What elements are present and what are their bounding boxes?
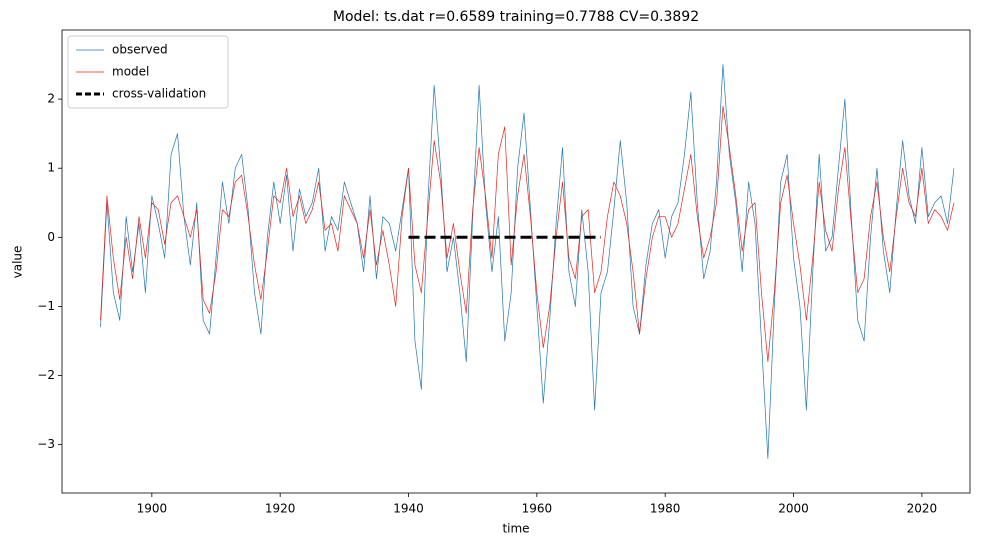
plot-frame	[61, 29, 971, 494]
y-tick-label: 0	[47, 230, 55, 244]
y-tick-label: −3	[37, 437, 55, 451]
x-tick-label: 1920	[265, 502, 296, 516]
x-tick-label: 1900	[137, 502, 168, 516]
y-tick-label: −2	[37, 368, 55, 382]
x-tick-label: 2000	[778, 502, 809, 516]
chart-title: Model: ts.dat r=0.6589 training=0.7788 C…	[333, 9, 699, 25]
x-tick-label: 2020	[907, 502, 938, 516]
y-axis-label: value	[11, 246, 25, 279]
y-tick-label: 2	[47, 92, 55, 106]
y-tick-label: 1	[47, 161, 55, 175]
series-line	[100, 64, 955, 459]
x-tick-label: 1960	[522, 502, 553, 516]
legend-label: observed	[112, 43, 168, 57]
legend-label: model	[112, 65, 149, 79]
legend-box	[67, 35, 229, 109]
x-tick-label: 1940	[393, 502, 424, 516]
x-axis-label: time	[502, 522, 529, 536]
x-tick-label: 1980	[650, 502, 681, 516]
y-tick-label: −1	[37, 299, 55, 313]
series-line	[100, 105, 955, 363]
legend-label: cross-validation	[112, 87, 206, 101]
